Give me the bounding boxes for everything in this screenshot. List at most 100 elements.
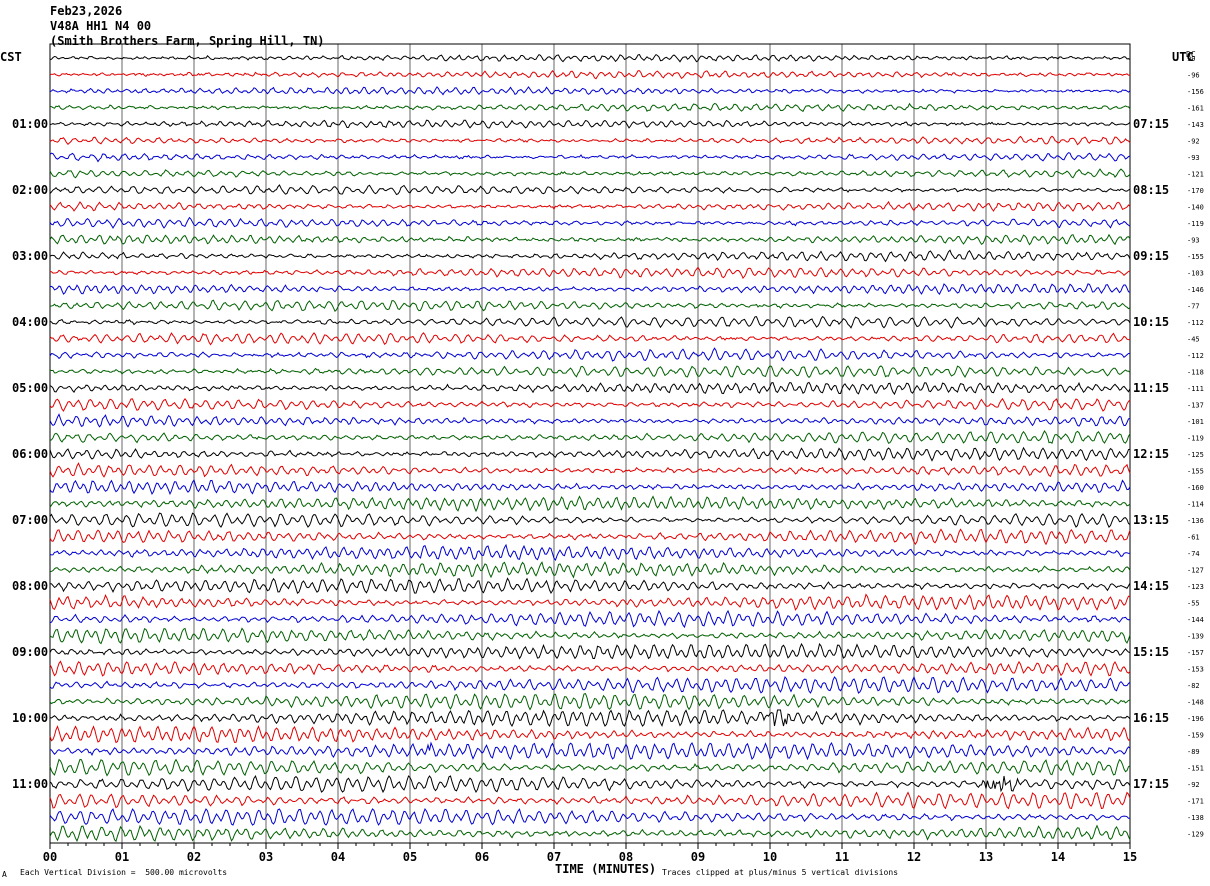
right-hour-label: 07:15: [1133, 117, 1169, 131]
x-tick-label: 04: [331, 850, 345, 864]
seismic-trace: [49, 642, 1131, 660]
seismic-trace: [49, 347, 1130, 362]
dc-offset-label: -125: [1187, 451, 1204, 459]
dc-offset-label: -156: [1187, 88, 1204, 96]
dc-offset-label: -138: [1187, 814, 1204, 822]
dc-offset-label: -96: [1187, 72, 1200, 80]
left-hour-label: 04:00: [12, 315, 48, 329]
seismic-trace: [49, 593, 1131, 611]
seismic-trace: [49, 660, 1131, 677]
dc-offset-label: -112: [1187, 352, 1204, 360]
dc-offset-label: -119: [1187, 435, 1204, 443]
seismic-trace: [49, 200, 1131, 212]
seismic-trace: [49, 216, 1131, 229]
dc-offset-label: -157: [1187, 649, 1204, 657]
seismic-trace: [49, 249, 1131, 263]
seismic-trace: [49, 709, 1131, 728]
seismic-trace: [49, 512, 1131, 528]
x-tick-label: 05: [403, 850, 417, 864]
seismic-trace: [49, 725, 1131, 744]
seismic-trace: [49, 397, 1131, 412]
seismic-trace: [49, 543, 1131, 561]
seismic-trace: [49, 528, 1131, 546]
x-tick-label: 15: [1123, 850, 1137, 864]
seismic-trace: [49, 430, 1131, 444]
right-hour-label: 16:15: [1133, 711, 1169, 725]
seismic-trace: [49, 283, 1131, 295]
x-tick-label: 13: [979, 850, 993, 864]
dc-offset-label: -127: [1187, 567, 1204, 575]
dc-offset-label: -144: [1187, 616, 1204, 624]
seismic-trace: [49, 577, 1131, 595]
dc-offset-label: -112: [1187, 319, 1204, 327]
left-hour-label: 07:00: [12, 513, 48, 527]
x-tick-label: 09: [691, 850, 705, 864]
dc-offset-label: -93: [1187, 154, 1200, 162]
seismic-trace: [49, 413, 1131, 428]
x-axis-title: TIME (MINUTES): [555, 862, 657, 876]
left-hour-label: 01:00: [12, 117, 48, 131]
seismic-trace: [49, 184, 1131, 196]
dc-offset-label: -153: [1187, 666, 1204, 674]
dc-offset-label: -140: [1187, 204, 1204, 212]
dc-offset-label: -101: [1187, 418, 1204, 426]
dc-offset-label: -139: [1187, 633, 1204, 641]
dc-offset-label: -160: [1187, 484, 1204, 492]
x-tick-label: 02: [187, 850, 201, 864]
dc-offset-label: -196: [1187, 715, 1204, 723]
dc-offset-label: -151: [1187, 765, 1204, 773]
x-tick-label: 12: [907, 850, 921, 864]
seismic-trace: [49, 332, 1131, 346]
corner-mark: A: [2, 870, 7, 879]
left-hour-label: 10:00: [12, 711, 48, 725]
dc-offset-label: -89: [1187, 748, 1200, 756]
right-hour-label: 12:15: [1133, 447, 1169, 461]
dc-header-label: DC: [1186, 50, 1196, 59]
x-tick-label: 10: [763, 850, 777, 864]
seismic-trace: [49, 675, 1131, 694]
right-hour-label: 10:15: [1133, 315, 1169, 329]
seismic-trace: [49, 495, 1131, 513]
seismic-trace: [49, 233, 1131, 246]
scale-note: Each Vertical Division = 500.00 microvol…: [20, 868, 228, 877]
clip-note: Traces clipped at plus/minus 5 vertical …: [662, 868, 899, 877]
dc-offset-label: -161: [1187, 105, 1204, 113]
dc-offset-label: -136: [1187, 517, 1204, 525]
dc-offset-label: -103: [1187, 270, 1204, 278]
seismic-trace: [49, 446, 1131, 462]
dc-offset-label: -137: [1187, 402, 1204, 410]
seismic-trace: [49, 627, 1131, 645]
seismic-trace: [49, 266, 1131, 280]
left-hour-label: 08:00: [12, 579, 48, 593]
dc-offset-label: -143: [1187, 121, 1204, 129]
seismic-trace: [49, 152, 1131, 163]
plot-frame: [49, 43, 1131, 844]
seismic-trace: [49, 791, 1131, 810]
dc-offset-label: -114: [1187, 501, 1204, 509]
left-hour-label: 11:00: [12, 777, 48, 791]
seismic-trace: [49, 102, 1131, 113]
dc-offset-label: -92: [1187, 781, 1200, 789]
seismic-trace: [49, 741, 1131, 761]
seismic-trace: [49, 299, 1131, 313]
seismic-trace: [49, 86, 1131, 96]
right-hour-label: 08:15: [1133, 183, 1169, 197]
seismic-trace: [49, 70, 1131, 80]
dc-offset-label: -93: [1187, 237, 1200, 245]
x-tick-label: 00: [43, 850, 57, 864]
dc-offset-label: -148: [1187, 699, 1204, 707]
dc-offset-label: -121: [1187, 171, 1204, 179]
x-tick-label: 01: [115, 850, 129, 864]
right-hour-label: 14:15: [1133, 579, 1169, 593]
dc-offset-label: -82: [1187, 682, 1200, 690]
left-hour-label: 06:00: [12, 447, 48, 461]
x-tick-label: 14: [1051, 850, 1065, 864]
left-hour-label: 05:00: [12, 381, 48, 395]
right-hour-label: 11:15: [1133, 381, 1169, 395]
x-tick-label: 06: [475, 850, 489, 864]
station-code: V48A HH1 N4 00: [50, 19, 152, 33]
dc-offset-label: -146: [1187, 286, 1204, 294]
chart-date: Feb23,2026: [50, 4, 123, 18]
dc-offset-label: -119: [1187, 220, 1204, 228]
dc-offset-label: -155: [1187, 253, 1204, 261]
